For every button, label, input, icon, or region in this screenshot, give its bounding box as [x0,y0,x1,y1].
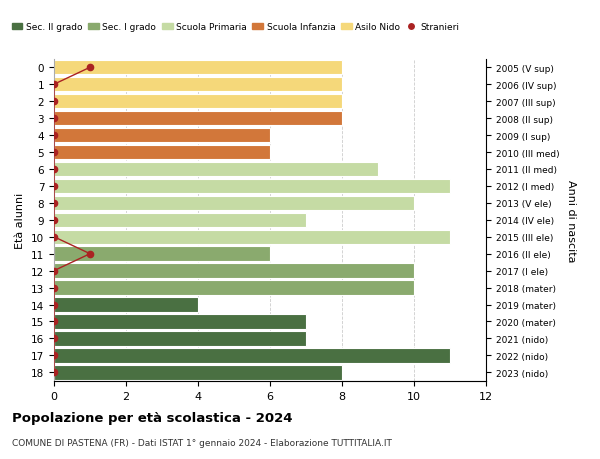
Bar [54,213,306,228]
Bar [54,348,450,363]
Bar [54,264,414,278]
Legend: Sec. II grado, Sec. I grado, Scuola Primaria, Scuola Infanzia, Asilo Nido, Stran: Sec. II grado, Sec. I grado, Scuola Prim… [8,19,463,35]
Bar [54,230,450,244]
Bar [54,247,270,261]
Bar [54,112,342,126]
Bar [54,196,414,211]
Bar [54,162,378,177]
Bar [54,331,306,346]
Y-axis label: Anni di nascita: Anni di nascita [566,179,576,262]
Bar [54,146,270,160]
Bar [54,298,198,312]
Text: COMUNE DI PASTENA (FR) - Dati ISTAT 1° gennaio 2024 - Elaborazione TUTTITALIA.IT: COMUNE DI PASTENA (FR) - Dati ISTAT 1° g… [12,438,392,448]
Bar [54,78,342,92]
Y-axis label: Età alunni: Età alunni [16,192,25,248]
Bar [54,95,342,109]
Bar [54,61,342,75]
Bar [54,179,450,194]
Bar [54,365,342,380]
Text: Popolazione per età scolastica - 2024: Popolazione per età scolastica - 2024 [12,411,293,424]
Bar [54,281,414,295]
Bar [54,129,270,143]
Bar [54,314,306,329]
